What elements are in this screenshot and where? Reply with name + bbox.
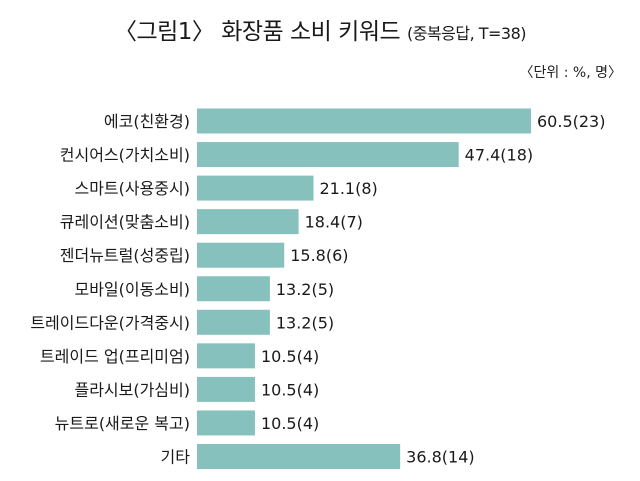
category-label: 스마트(사용중시) <box>74 179 190 198</box>
chart-title-sub: (중복응답, T=38) <box>406 24 527 43</box>
category-label: 모바일(이동소비) <box>74 280 190 299</box>
category-label: 뉴트로(새로운 복고) <box>55 414 190 433</box>
category-label: 트레이드 업(프리미엄) <box>40 347 190 366</box>
value-label: 10.5(4) <box>261 380 319 399</box>
value-label: 13.2(5) <box>276 313 334 332</box>
value-label: 10.5(4) <box>261 414 319 433</box>
value-label: 60.5(23) <box>537 112 605 131</box>
category-label: 컨시어스(가치소비) <box>60 146 190 165</box>
value-label: 36.8(14) <box>406 448 474 467</box>
category-label: 기타 <box>161 448 191 467</box>
bar <box>197 108 531 134</box>
bar <box>197 410 255 436</box>
category-label: 큐레이션(맞춤소비) <box>60 213 190 232</box>
chart-title: 〈그림1〉 화장품 소비 키워드 (중복응답, T=38) <box>0 12 640 46</box>
category-label: 트레이드다운(가격중시) <box>30 313 190 332</box>
bar <box>197 175 314 201</box>
value-label: 47.4(18) <box>465 146 533 165</box>
value-label: 18.4(7) <box>305 213 363 232</box>
bar <box>197 343 255 369</box>
value-label: 10.5(4) <box>261 347 319 366</box>
chart-title-main: 〈그림1〉 화장품 소비 키워드 <box>113 19 401 45</box>
bar <box>197 444 401 469</box>
unit-note: 〈단위 : %, 명〉 <box>519 65 622 81</box>
category-label: 플라시보(가심비) <box>74 380 190 399</box>
value-label: 13.2(5) <box>276 280 334 299</box>
value-label: 21.1(8) <box>319 179 377 198</box>
bar <box>197 376 255 402</box>
value-label: 15.8(6) <box>290 246 348 265</box>
bar <box>197 309 270 335</box>
bar <box>197 276 270 302</box>
category-label: 에코(친환경) <box>104 112 190 131</box>
category-label: 젠더뉴트럴(성중립) <box>60 246 190 265</box>
bar <box>197 209 299 235</box>
bar <box>197 142 459 168</box>
bar <box>197 242 285 268</box>
